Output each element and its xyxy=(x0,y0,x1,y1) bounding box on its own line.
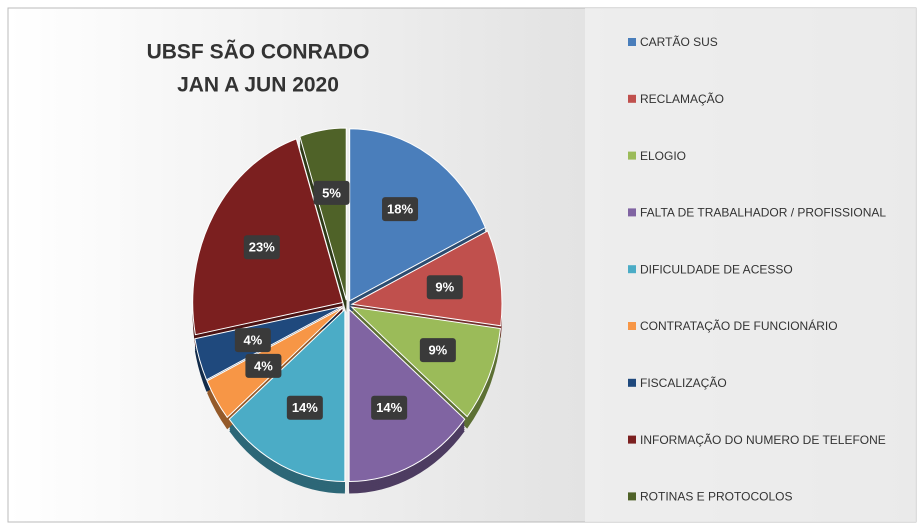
value-label: 23% xyxy=(249,240,275,255)
value-label-box xyxy=(234,328,271,353)
legend-label: INFORMAÇÃO DO NUMERO DE TELEFONE xyxy=(640,433,886,447)
value-label: 14% xyxy=(292,400,318,415)
slice xyxy=(228,308,346,483)
value-label-box xyxy=(245,353,282,378)
value-label-box xyxy=(286,395,323,420)
value-label-box xyxy=(371,395,408,420)
value-label: 18% xyxy=(387,202,413,217)
legend-swatch xyxy=(628,38,636,46)
value-label-box xyxy=(419,338,456,363)
value-label: 5% xyxy=(322,185,341,200)
chart-title: UBSF SÃO CONRADO xyxy=(147,41,370,64)
legend-swatch xyxy=(628,435,636,444)
legend-swatch xyxy=(628,151,636,160)
legend-swatch xyxy=(628,208,636,217)
slice xyxy=(348,308,466,483)
value-label: 4% xyxy=(243,333,262,348)
legend-label: CARTÃO SUS xyxy=(640,35,718,49)
legend-label: DIFICULDADE DE ACESSO xyxy=(640,262,793,276)
value-label-box xyxy=(426,275,463,300)
legend-label: CONTRATAÇÃO DE FUNCIONÁRIO xyxy=(640,318,838,333)
legend-swatch xyxy=(628,322,636,330)
legend-label: RECLAMAÇÃO xyxy=(640,92,724,106)
value-label: 9% xyxy=(435,280,454,295)
legend-swatch xyxy=(628,378,636,387)
slice xyxy=(299,127,347,301)
value-label-box xyxy=(243,235,280,260)
legend-label: ELOGIO xyxy=(640,149,686,163)
value-label-box xyxy=(382,197,419,222)
legend-swatch xyxy=(628,94,636,103)
legend-label: ROTINAS E PROTOCOLOS xyxy=(640,490,792,504)
value-label: 4% xyxy=(254,358,273,373)
value-label: 9% xyxy=(428,343,447,358)
value-label-box xyxy=(313,180,350,205)
legend-swatch xyxy=(628,492,636,501)
value-label: 14% xyxy=(376,400,402,415)
legend-label: FISCALIZAÇÃO xyxy=(640,376,727,390)
legend-swatch xyxy=(628,265,636,274)
chart-subtitle: JAN A JUN 2020 xyxy=(177,74,339,97)
legend-label: FALTA DE TRABALHADOR / PROFISSIONAL xyxy=(640,206,886,220)
legend-panel xyxy=(585,8,916,522)
